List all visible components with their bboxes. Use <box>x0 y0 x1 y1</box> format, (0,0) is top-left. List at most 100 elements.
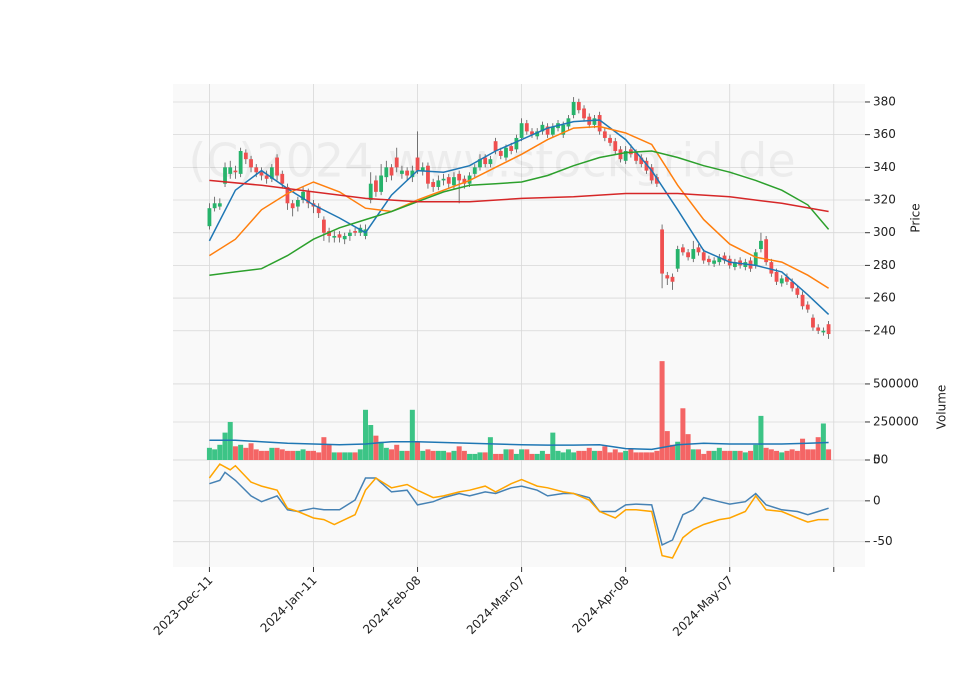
candle-body <box>665 275 670 279</box>
volume-bar <box>685 434 691 460</box>
candle-body <box>217 203 222 207</box>
candle-body <box>649 167 654 181</box>
line <box>209 179 829 213</box>
volume-bar <box>347 452 353 460</box>
volume-bar <box>680 408 686 460</box>
volume-bar <box>310 450 316 460</box>
volume-bar <box>222 432 228 460</box>
candle-body <box>509 146 514 151</box>
y-axis-label: Volume <box>935 385 949 430</box>
x-tick-label: 2024-Jan-11 <box>258 573 320 635</box>
candle-body <box>415 157 420 171</box>
volume-bar <box>206 447 212 460</box>
volume-bar <box>519 449 525 460</box>
volume-bar <box>456 446 462 460</box>
candle-body <box>811 317 815 328</box>
y-tick-label: 500000 <box>873 376 919 390</box>
candle-body <box>826 324 831 335</box>
y-tick-label: 0 <box>873 493 881 507</box>
candle-body <box>488 159 493 165</box>
volume-bar <box>753 444 759 460</box>
candle-body <box>462 178 467 184</box>
candle-body <box>420 167 425 171</box>
y-tick-label: 240 <box>873 323 896 337</box>
volume-bar <box>534 453 540 460</box>
volume-bar <box>357 449 363 460</box>
candle-body <box>379 175 384 192</box>
line <box>209 439 829 451</box>
candle-body <box>223 167 227 184</box>
candle-body <box>764 239 769 263</box>
line <box>208 119 830 315</box>
volume-bar <box>529 453 535 460</box>
volume-bar <box>508 449 514 460</box>
volume-bar <box>612 449 618 460</box>
volume-bar <box>638 452 644 460</box>
volume-bar <box>763 447 769 460</box>
volume-bar <box>477 452 483 460</box>
y-tick-label: 0 <box>873 453 881 467</box>
volume-bar <box>430 450 436 460</box>
volume-bar <box>602 446 608 460</box>
volume-bar <box>607 452 613 460</box>
candle-body <box>701 252 706 261</box>
candle-body <box>675 249 680 269</box>
candle-body <box>478 159 482 168</box>
candle-body <box>368 183 373 201</box>
volume-bar <box>441 450 447 460</box>
volume-bar <box>415 441 421 460</box>
volume-bar <box>539 450 545 460</box>
volume-bar <box>217 444 223 460</box>
candle-body <box>483 157 488 165</box>
volume-bar <box>701 453 707 460</box>
candle-body <box>514 137 519 150</box>
candle-body <box>608 137 612 143</box>
candle-body <box>670 276 675 282</box>
volume-bar <box>649 452 655 460</box>
volume-bar <box>498 453 504 460</box>
candle-body <box>592 118 597 125</box>
volume-bar <box>696 449 702 460</box>
volume-bar <box>571 452 577 460</box>
volume-bar <box>446 452 452 460</box>
candle-body <box>774 271 779 282</box>
volume-bar <box>706 450 712 460</box>
candle-body <box>316 206 321 214</box>
x-tick-label: 2024-Feb-08 <box>360 573 423 636</box>
candle-body <box>301 191 305 201</box>
candle-body <box>785 276 789 282</box>
candle-body <box>795 288 800 295</box>
candle-body <box>722 255 727 261</box>
candle-body <box>290 203 295 209</box>
candle-body <box>519 123 524 138</box>
volume-bar <box>279 449 285 460</box>
candle-body <box>535 131 540 137</box>
candle-body <box>321 219 326 233</box>
y-tick-label: 50 <box>873 453 888 467</box>
volume-bar <box>581 450 587 460</box>
volume-bar <box>742 452 748 460</box>
candle-body <box>254 167 259 173</box>
volume-bar <box>711 450 717 460</box>
volume-bar <box>378 441 384 460</box>
volume-bar <box>368 425 374 460</box>
candle-body <box>623 151 628 161</box>
volume-bar <box>591 450 597 460</box>
candle-body <box>441 178 446 181</box>
volume-bar <box>482 452 488 460</box>
volume-bar <box>258 450 264 460</box>
line <box>209 150 830 276</box>
y-axis-label: Price <box>909 203 923 232</box>
candle-body <box>654 177 659 184</box>
candle-body <box>342 235 347 240</box>
candle-body <box>769 262 774 274</box>
candle-body <box>269 167 274 179</box>
volume-bar <box>238 444 244 460</box>
candle-body <box>634 152 638 161</box>
candle-body <box>212 203 217 209</box>
candle-body <box>436 180 441 187</box>
volume-bar <box>227 421 233 460</box>
candle-body <box>707 258 711 263</box>
candle-body <box>264 175 269 179</box>
